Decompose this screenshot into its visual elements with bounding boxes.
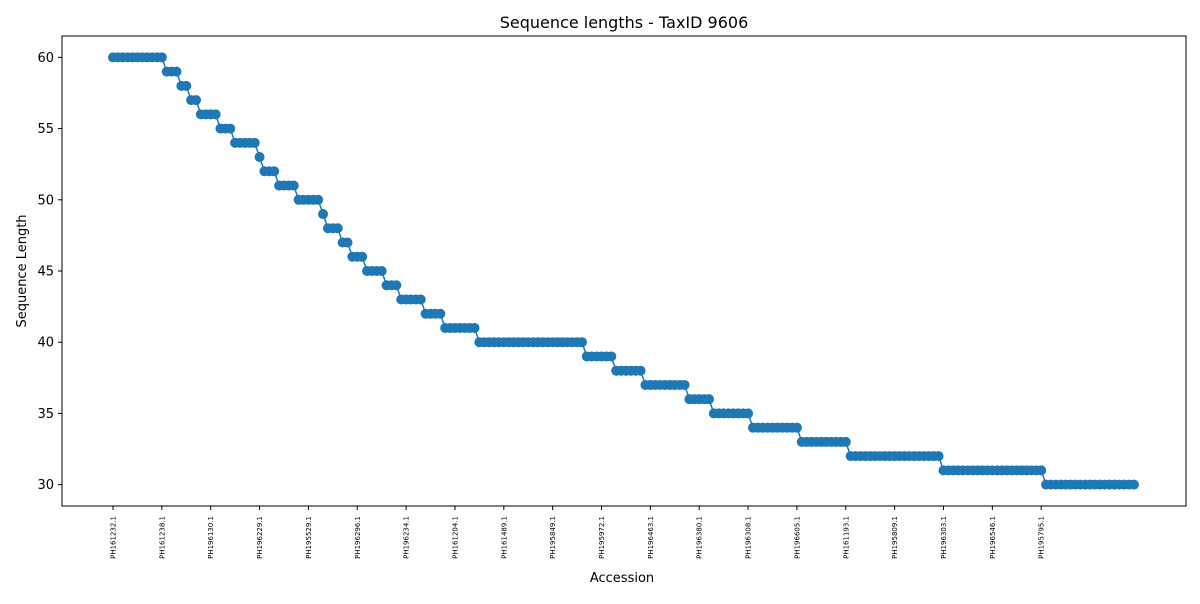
x-tick-label: PH196229.1	[256, 516, 264, 559]
data-point	[269, 166, 280, 177]
x-tick-label: PH195972.1	[598, 516, 606, 559]
x-tick-label: PH161489.1	[500, 516, 508, 559]
y-axis-label: Sequence Length	[15, 214, 30, 327]
data-point	[225, 123, 236, 134]
data-point	[1036, 465, 1047, 476]
y-axis: 30 35 40 45 50 55 60	[37, 51, 62, 493]
data-point	[391, 280, 402, 291]
data-point	[249, 137, 260, 148]
x-axis: PH161232.1 PH161238.1 PH196130.1 PH196229.1…	[110, 506, 1046, 559]
x-tick-label: PH196605.1	[793, 516, 801, 559]
y-tick-label: 30	[37, 478, 54, 493]
y-tick-label: 35	[37, 407, 54, 422]
x-tick-label: PH196303.1	[940, 516, 948, 559]
x-tick-label: PH196380.1	[696, 516, 704, 559]
data-point	[318, 209, 329, 220]
data-point	[743, 408, 754, 419]
x-tick-label: PH196234.1	[403, 516, 411, 559]
x-axis-label: Accession	[590, 571, 654, 586]
x-tick-label: PH161232.1	[110, 516, 118, 559]
data-point	[191, 95, 202, 106]
data-point	[342, 237, 353, 248]
x-tick-label: PH196546.1	[989, 516, 997, 559]
data-point	[376, 266, 387, 276]
x-tick-label: PH195795.1	[1038, 516, 1046, 559]
data-point	[635, 365, 646, 376]
data-point	[210, 109, 221, 120]
x-tick-label: PH196463.1	[647, 516, 655, 559]
data-point	[469, 322, 480, 333]
y-tick-label: 50	[37, 193, 54, 208]
x-tick-label: PH195809.1	[891, 516, 899, 559]
data-point	[415, 294, 426, 305]
y-tick-label: 55	[37, 122, 54, 137]
x-tick-label: PH196130.1	[207, 516, 215, 559]
data-point	[288, 180, 299, 191]
y-tick-label: 60	[37, 51, 54, 66]
data-point	[156, 52, 167, 63]
x-tick-label: PH196296.1	[354, 516, 362, 559]
y-tick-label: 45	[37, 265, 54, 280]
data-point	[703, 394, 714, 405]
data-point	[840, 436, 851, 447]
data-point	[791, 422, 802, 433]
data-point	[357, 251, 368, 262]
data-point	[1129, 479, 1139, 490]
x-tick-label: PH195849.1	[549, 516, 557, 559]
data-point	[606, 351, 617, 362]
x-tick-label: PH161193.1	[842, 516, 850, 559]
x-tick-label: PH195529.1	[305, 516, 313, 559]
chart-title: Sequence lengths - TaxID 9606	[500, 13, 749, 32]
series-line	[113, 56, 1134, 486]
x-tick-label: PH161238.1	[158, 516, 166, 559]
data-point	[679, 379, 690, 390]
x-tick-label: PH196308.1	[745, 516, 753, 559]
series-layer	[108, 52, 1139, 490]
data-point	[435, 308, 446, 319]
data-point	[576, 337, 587, 348]
data-point	[171, 66, 182, 77]
data-point	[254, 152, 265, 163]
plot-frame	[61, 35, 1187, 507]
data-point	[933, 451, 944, 462]
x-tick-label: PH161204.1	[451, 516, 459, 559]
data-point	[181, 80, 192, 91]
data-point	[332, 223, 343, 234]
y-tick-label: 40	[37, 336, 54, 351]
data-point	[313, 194, 324, 205]
